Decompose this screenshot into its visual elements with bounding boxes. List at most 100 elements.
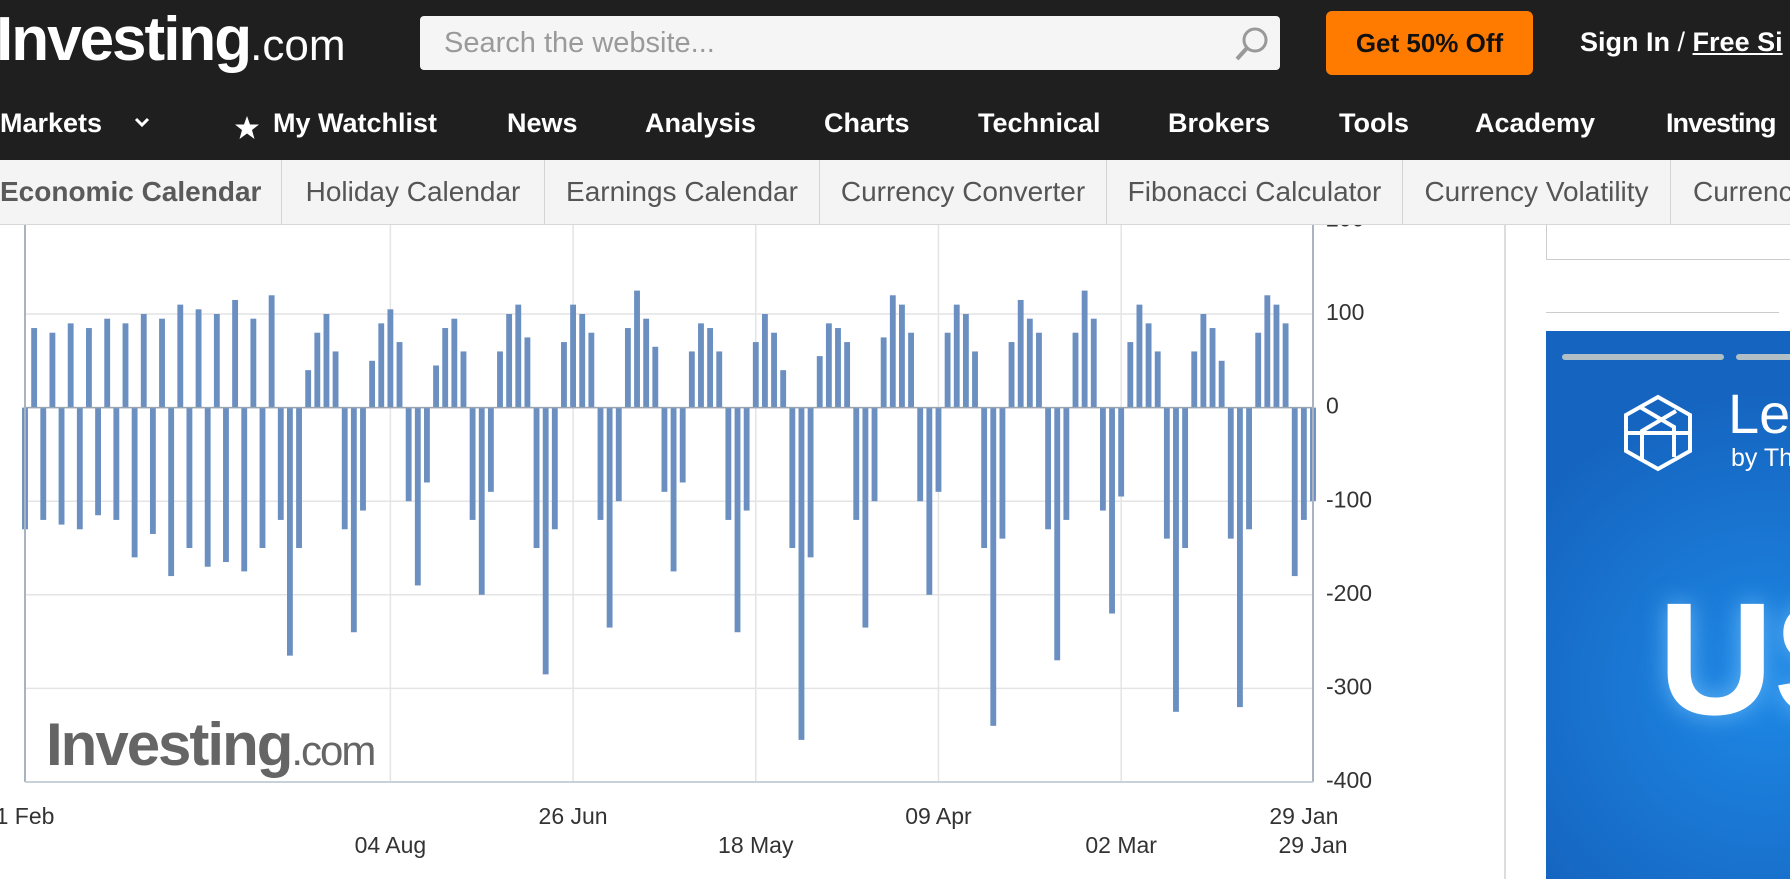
bar (360, 407, 366, 511)
bar (561, 342, 567, 408)
subnav-item[interactable]: Fibonacci Calculator (1107, 160, 1403, 224)
bar (497, 351, 503, 408)
bar (40, 407, 47, 520)
bar (1200, 314, 1207, 408)
nav-item[interactable]: Academy (1475, 108, 1596, 138)
search-box[interactable]: Search the website... (420, 16, 1280, 70)
bar (917, 407, 924, 502)
bar (962, 314, 969, 408)
bar (734, 407, 741, 633)
bar (780, 370, 787, 408)
bar (1054, 407, 1061, 661)
subnav-item[interactable]: Economic Calendar (0, 160, 282, 224)
free-sign-up[interactable]: Free Si (1692, 27, 1783, 57)
bar (149, 407, 156, 534)
bar (1163, 407, 1170, 539)
x-tick-label: 09 Apr (905, 803, 972, 829)
ad-headline: US (1658, 569, 1790, 748)
y-tick-label: 100 (1326, 299, 1364, 325)
nav-item[interactable]: Technical (978, 108, 1101, 138)
bar (606, 407, 613, 628)
bar (1246, 407, 1252, 530)
bar (707, 328, 714, 408)
bar (579, 314, 586, 408)
bar (250, 318, 257, 408)
nav-item[interactable]: News (507, 108, 578, 138)
nav-item[interactable]: Analysis (645, 108, 757, 138)
bar (853, 407, 860, 520)
ad-progress (1562, 354, 1724, 360)
bar (844, 342, 851, 408)
bar (296, 407, 302, 548)
bar (186, 407, 193, 548)
bar (67, 323, 74, 408)
bar (506, 314, 513, 408)
bar (1127, 342, 1134, 408)
bar (1026, 318, 1033, 408)
bar (944, 332, 951, 408)
subnav-item[interactable]: Currency Volatility (1403, 160, 1671, 224)
subnav-item[interactable]: Holiday Calendar (282, 160, 545, 224)
bar (49, 332, 56, 408)
bar (698, 323, 704, 408)
y-tick-label: -200 (1326, 580, 1372, 606)
bar (816, 356, 823, 408)
bar (990, 407, 997, 726)
y-tick-label: -400 (1326, 767, 1372, 793)
nav-item[interactable]: Charts (824, 108, 910, 138)
bar (396, 342, 403, 408)
sub-navigation: Economic Calendar Holiday Calendar Earni… (0, 160, 1790, 225)
bar (131, 407, 138, 558)
bar (1008, 342, 1015, 408)
chevron (134, 117, 150, 128)
bar (835, 328, 841, 408)
bar (1300, 407, 1307, 520)
nav-item[interactable]: Brokers (1168, 108, 1271, 138)
bar (1218, 360, 1225, 408)
subnav-item[interactable]: Earnings Calendar (545, 160, 820, 224)
bar (1255, 332, 1262, 408)
nav-item[interactable]: My Watchlist (273, 108, 438, 138)
bar (58, 407, 65, 525)
watermark: Investing.com (46, 711, 374, 778)
bar (597, 407, 604, 520)
bar (542, 407, 549, 675)
subnav-item[interactable]: Currency Converter (820, 160, 1107, 224)
plot-background (25, 200, 1313, 782)
bar (314, 332, 321, 408)
nav-item[interactable]: Investing (1666, 108, 1777, 138)
bar (1072, 332, 1079, 408)
advertisement[interactable]: Le by Th US (1546, 331, 1790, 879)
ad-progress (1736, 354, 1790, 360)
bar (1227, 407, 1234, 539)
search-icon (1235, 27, 1268, 61)
bar (332, 351, 339, 408)
logo[interactable]: Investing.com (0, 4, 346, 75)
logo-text: Investing (0, 5, 252, 74)
bar (442, 328, 449, 408)
bar (679, 407, 686, 483)
promo-button[interactable]: Get 50% Off (1326, 11, 1533, 75)
y-tick-label: -100 (1326, 486, 1372, 512)
bar (268, 295, 275, 408)
bar (743, 407, 750, 511)
logo-suffix: .com (250, 21, 346, 70)
subnav-item[interactable]: Currenc (1693, 176, 1790, 207)
bar (725, 407, 732, 520)
chart: Investing.com -400-300-200-10001002001 F… (0, 200, 1506, 879)
bar (533, 407, 540, 548)
nav-item[interactable]: Tools (1339, 108, 1409, 138)
bar (76, 407, 83, 530)
bar (1291, 407, 1298, 577)
sign-in[interactable]: Sign In (1580, 27, 1670, 57)
bar (1036, 332, 1042, 408)
x-tick-label: 1 Feb (0, 803, 54, 829)
bar (204, 407, 211, 567)
bar (551, 407, 558, 530)
ad-title: Le (1728, 382, 1790, 445)
nav-item[interactable]: Markets (0, 108, 103, 138)
bar (195, 309, 202, 408)
bar (31, 328, 38, 408)
bar (652, 346, 659, 408)
